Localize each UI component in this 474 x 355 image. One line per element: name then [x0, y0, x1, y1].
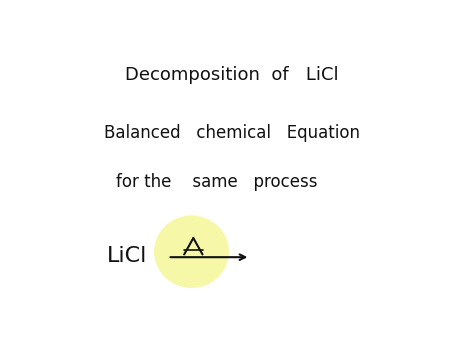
- Text: Decomposition  of   LiCl: Decomposition of LiCl: [125, 66, 339, 84]
- Text: for the    same   process: for the same process: [117, 173, 318, 191]
- Ellipse shape: [155, 216, 228, 287]
- Text: Balanced   chemical   Equation: Balanced chemical Equation: [104, 124, 360, 142]
- Text: LiCl: LiCl: [107, 246, 147, 266]
